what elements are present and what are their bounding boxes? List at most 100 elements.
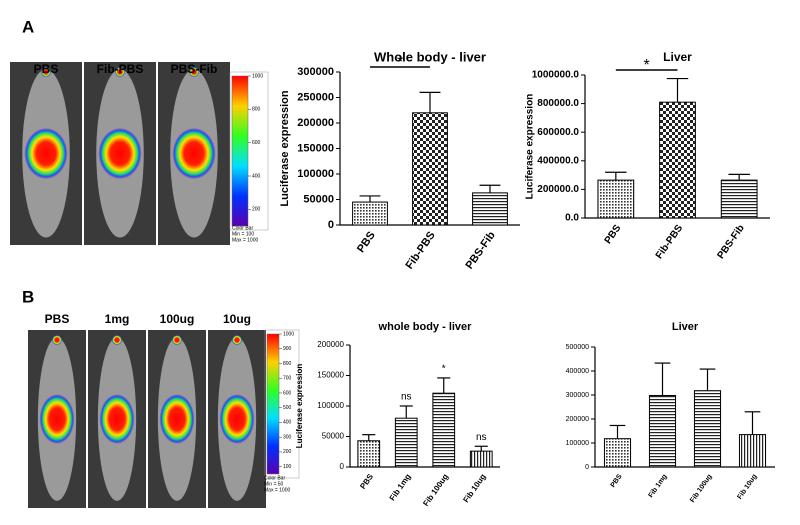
y-tick-label: 100000 bbox=[297, 168, 334, 180]
bar bbox=[432, 392, 456, 468]
y-tick-label: 100000 bbox=[566, 440, 589, 447]
y-axis-label: Luciferase expression bbox=[279, 90, 291, 206]
signal bbox=[189, 67, 199, 77]
bar bbox=[659, 101, 696, 219]
x-tick-label: Fib 1mg bbox=[388, 472, 413, 502]
bar bbox=[472, 192, 508, 226]
chart-title: Liver bbox=[672, 321, 699, 333]
y-tick-label: 50000 bbox=[322, 432, 345, 441]
colorbar-caption: Min = 100 bbox=[232, 231, 254, 237]
image-label: 10ug bbox=[223, 312, 251, 326]
bar bbox=[738, 434, 767, 468]
colorbar-tick-label: 300 bbox=[283, 434, 292, 440]
image-label: 100ug bbox=[160, 312, 195, 326]
x-tick-label: PBS bbox=[610, 473, 624, 489]
colorbar bbox=[231, 75, 249, 227]
image-label: PBS bbox=[45, 312, 70, 326]
bar bbox=[720, 179, 758, 219]
y-tick-label: 500000 bbox=[566, 344, 589, 351]
colorbar-frame bbox=[264, 329, 300, 479]
colorbar-caption: Min = 50 bbox=[264, 481, 284, 487]
x-tick-label: Fib-PBS bbox=[403, 230, 437, 272]
bar bbox=[394, 417, 418, 468]
bar bbox=[603, 438, 632, 468]
x-tick-label: Fib 10ug bbox=[736, 473, 758, 501]
y-tick-label: 0 bbox=[328, 219, 334, 231]
y-tick-label: 400000 bbox=[566, 368, 589, 375]
colorbar-caption: Max = 1000 bbox=[264, 487, 290, 493]
colorbar-tick-label: 800 bbox=[252, 107, 261, 113]
colorbar-tick-label: 900 bbox=[283, 346, 292, 352]
colorbar-tick-label: 600 bbox=[252, 140, 261, 146]
image-label: PBS-Fib bbox=[171, 62, 218, 76]
y-tick-label: 150000 bbox=[297, 142, 334, 154]
bar bbox=[352, 201, 388, 226]
chart-title: whole body - liver bbox=[378, 321, 473, 333]
y-tick-label: 200000 bbox=[566, 416, 589, 423]
y-axis-label: Luciferase expression bbox=[295, 364, 304, 449]
x-tick-label: Fib 100ug bbox=[421, 472, 450, 508]
panel-letter: B bbox=[22, 287, 34, 306]
bar bbox=[648, 394, 677, 468]
image-label: Fib-PBS bbox=[97, 62, 144, 76]
colorbar-caption: Color Bar bbox=[232, 225, 253, 231]
colorbar-tick-label: 400 bbox=[283, 420, 292, 426]
x-tick-label: Fib 10ug bbox=[461, 472, 487, 504]
bar bbox=[597, 179, 635, 219]
signal bbox=[39, 394, 75, 444]
colorbar-frame bbox=[229, 71, 269, 231]
signal bbox=[52, 335, 62, 345]
y-tick-label: 0 bbox=[340, 462, 345, 471]
colorbar-tick-label: 1000 bbox=[252, 73, 263, 79]
colorbar-tick-label: 100 bbox=[283, 464, 292, 470]
colorbar-caption: Color Bar bbox=[264, 475, 285, 481]
significance-label: * bbox=[397, 54, 403, 71]
bar bbox=[693, 390, 722, 468]
chart-title: Whole body - liver bbox=[374, 49, 486, 64]
significance-label: * bbox=[644, 57, 650, 74]
colorbar-tick-label: 200 bbox=[283, 449, 292, 455]
signal bbox=[112, 335, 122, 345]
y-tick-label: 200000 bbox=[317, 340, 344, 349]
signal bbox=[159, 394, 195, 444]
bar bbox=[412, 112, 448, 226]
colorbar-tick-label: 600 bbox=[283, 390, 292, 396]
y-tick-label: 1000000.0 bbox=[532, 70, 580, 81]
image-label: PBS bbox=[34, 62, 59, 76]
y-tick-label: 600000.0 bbox=[537, 127, 579, 138]
x-tick-label: PBS-Fib bbox=[463, 229, 498, 271]
signal bbox=[24, 127, 68, 180]
colorbar-tick-label: 700 bbox=[283, 376, 292, 382]
bar bbox=[357, 440, 381, 468]
y-tick-label: 100000 bbox=[317, 401, 344, 410]
signal bbox=[41, 67, 51, 77]
chart-title: Liver bbox=[663, 50, 692, 64]
signal bbox=[172, 335, 182, 345]
colorbar bbox=[266, 333, 280, 475]
colorbar-tick-label: 200 bbox=[252, 207, 261, 213]
y-tick-label: 400000.0 bbox=[537, 155, 579, 166]
x-tick-label: Fib 100ug bbox=[689, 473, 713, 504]
bar bbox=[469, 450, 493, 468]
x-tick-label: PBS bbox=[603, 223, 624, 246]
y-tick-label: 800000.0 bbox=[537, 98, 579, 109]
signal bbox=[98, 127, 142, 180]
y-tick-label: 300000 bbox=[566, 392, 589, 399]
colorbar-tick-label: 500 bbox=[283, 405, 292, 411]
y-tick-label: 250000 bbox=[297, 91, 334, 103]
y-tick-label: 150000 bbox=[317, 371, 344, 380]
x-tick-label: PBS bbox=[358, 472, 375, 491]
signal bbox=[232, 335, 242, 345]
signal bbox=[99, 394, 135, 444]
colorbar-tick-label: 1000 bbox=[283, 331, 294, 337]
y-tick-label: 200000 bbox=[297, 117, 334, 129]
y-tick-label: 300000 bbox=[297, 66, 334, 78]
colorbar-caption: Max = 1000 bbox=[232, 237, 258, 243]
x-tick-label: PBS-Fib bbox=[715, 223, 746, 261]
colorbar-tick-label: 400 bbox=[252, 173, 261, 179]
colorbar-tick-label: 800 bbox=[283, 361, 292, 367]
bar-label: ns bbox=[476, 432, 487, 443]
y-tick-label: 0.0 bbox=[565, 213, 579, 224]
y-axis-label: Luciferase expression bbox=[525, 94, 536, 200]
